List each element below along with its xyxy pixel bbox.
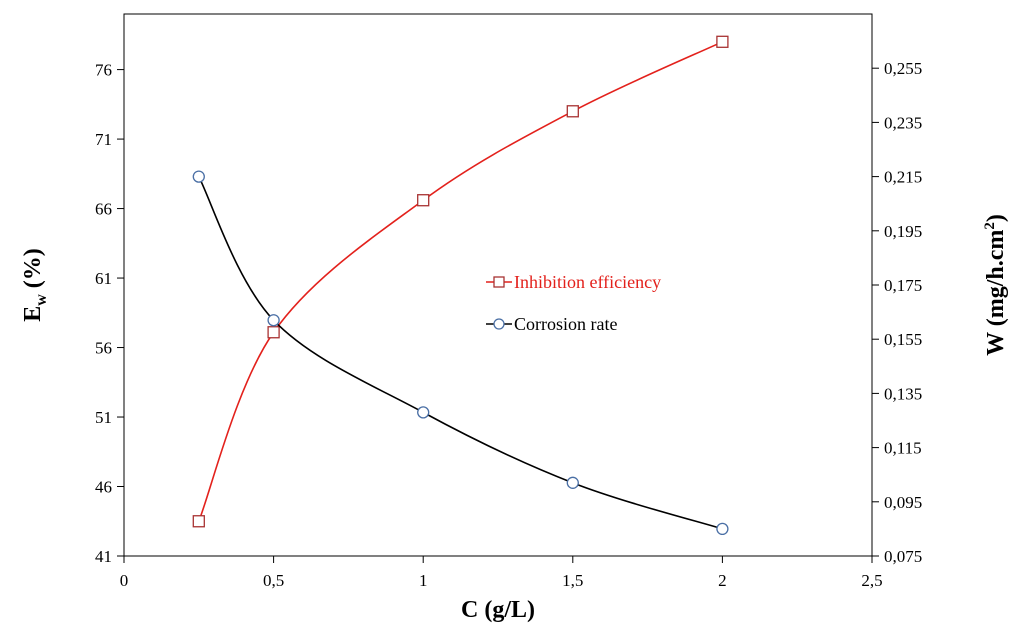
legend-label-inhibition-efficiency: Inhibition efficiency (514, 272, 661, 292)
x-tick-label: 2 (718, 571, 727, 590)
x-tick-label: 0 (120, 571, 129, 590)
left-y-tick-label: 61 (95, 269, 112, 288)
left-y-tick-label: 51 (95, 408, 112, 427)
right-y-axis-title-rest: ) (983, 214, 1009, 222)
right-y-tick-label: 0,075 (884, 547, 922, 566)
right-y-axis-ticks: 0,075 0,095 0,115 0,135 0,155 0,175 0,195 0,215… (872, 59, 922, 566)
data-point-square (417, 194, 430, 207)
right-y-tick-label: 0,135 (884, 384, 922, 403)
right-y-tick-label: 0,255 (884, 59, 922, 78)
data-point-circle (417, 406, 430, 419)
data-point-circle (566, 476, 579, 489)
right-y-tick-label: 0,155 (884, 330, 922, 349)
left-y-axis-title-rest: (%) (20, 248, 46, 294)
data-point-square (192, 515, 205, 528)
right-y-axis-title-sup: 2 (982, 222, 998, 230)
x-tick-label: 1 (419, 571, 428, 590)
left-y-tick-label: 46 (95, 478, 112, 497)
left-y-axis-title-main: E (20, 306, 46, 322)
series-corrosion-rate (192, 170, 729, 536)
left-y-axis-title-sub: w (33, 294, 50, 306)
right-y-tick-label: 0,095 (884, 493, 922, 512)
series-layer (192, 35, 729, 536)
data-point-circle (716, 522, 729, 536)
series-inhibition-efficiency (192, 35, 729, 528)
right-y-tick-label: 0,215 (884, 168, 922, 187)
x-axis-title: C (g/L) (461, 597, 535, 623)
x-axis-ticks: 0 0,5 1 1,5 2 2,5 (120, 556, 883, 590)
left-y-tick-label: 41 (95, 547, 112, 566)
data-point-circle (267, 314, 280, 327)
left-y-tick-label: 76 (95, 61, 112, 80)
left-y-axis-title: Ew (%) (20, 248, 50, 322)
left-y-tick-label: 66 (95, 200, 112, 219)
legend-marker-circle-icon (493, 318, 505, 330)
right-y-tick-label: 0,235 (884, 113, 922, 132)
legend-item-inhibition-efficiency: Inhibition efficiency (486, 272, 661, 292)
right-y-axis-title-main: W (mg/h.cm (983, 230, 1009, 356)
left-y-axis-ticks: 41 46 51 56 61 66 71 76 (95, 61, 124, 566)
data-point-square (716, 35, 729, 48)
data-point-square (566, 105, 579, 118)
x-tick-label: 0,5 (263, 571, 284, 590)
x-tick-label: 2,5 (861, 571, 882, 590)
legend-item-corrosion-rate: Corrosion rate (486, 314, 617, 334)
left-y-tick-label: 71 (95, 130, 112, 149)
right-y-axis-title: W (mg/h.cm2) (982, 214, 1009, 356)
right-y-tick-label: 0,115 (884, 439, 922, 458)
right-y-tick-label: 0,175 (884, 276, 922, 295)
legend-label-corrosion-rate: Corrosion rate (514, 314, 617, 334)
data-point-circle (192, 170, 205, 183)
legend: Inhibition efficiency Corrosion rate (486, 272, 661, 334)
data-point-square (267, 326, 280, 339)
legend-marker-square-icon (493, 276, 505, 288)
x-tick-label: 1,5 (562, 571, 583, 590)
left-y-tick-label: 56 (95, 339, 112, 358)
right-y-tick-label: 0,195 (884, 222, 922, 241)
